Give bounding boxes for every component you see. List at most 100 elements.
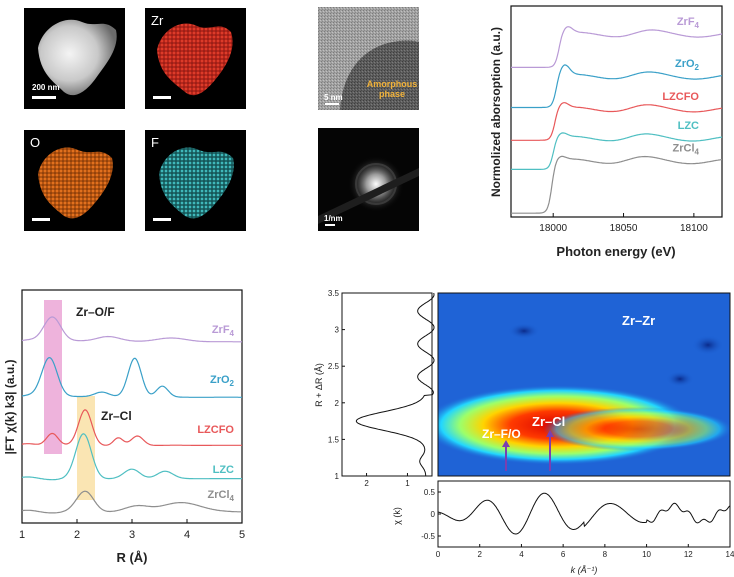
- wt-side-xtick-label-2: 2: [364, 479, 369, 488]
- zr-cl-highlight: [77, 396, 95, 500]
- zr-map: Zr: [145, 8, 246, 109]
- f-map: F: [145, 130, 246, 231]
- zr-map-label: Zr: [151, 13, 164, 28]
- wt-side-curve: [355, 292, 435, 477]
- wt-dark-spot-2: [692, 335, 724, 355]
- zr-cl-annotation: Zr–Cl: [101, 409, 132, 423]
- wt-ylabel: R + ΔR (Å): [314, 363, 324, 407]
- ft-xtick-label-1: 1: [19, 529, 25, 541]
- haadf-particle: [38, 19, 117, 96]
- f-map-particle: [159, 147, 234, 219]
- wt-xtick-label-6: 6: [561, 550, 566, 559]
- haadf-scale-text: 200 nm: [32, 83, 60, 92]
- amorphous-label-line2: phase: [378, 89, 405, 99]
- zr-cl-arrowhead: [546, 430, 554, 437]
- wt-xtick-label-2: 2: [477, 550, 482, 559]
- ft-xtick-label-4: 4: [184, 529, 190, 541]
- wt-chi-ytick-label-0: 0: [431, 510, 436, 519]
- zr-scale-bar: [153, 96, 171, 99]
- xanes-line-LZC: [511, 132, 723, 170]
- xanes-label-ZrCl4: ZrCl4: [673, 143, 700, 157]
- xanes-xtick-label-18000: 18000: [539, 223, 567, 234]
- xanes-frame: [510, 5, 723, 218]
- xanes-line-ZrO2: [511, 64, 723, 109]
- xanes-label-ZrO2: ZrO2: [675, 58, 700, 72]
- wt-ytick-label-1: 1: [335, 472, 340, 481]
- wt-ytick-label-2: 2: [335, 399, 340, 408]
- amorphous-label: Amorphous phase: [364, 79, 419, 99]
- wt-ytick-label-3: 3: [335, 326, 340, 335]
- xanes-xtick-label-18050: 18050: [610, 223, 638, 234]
- amorphous-label-line1: Amorphous: [366, 79, 418, 89]
- o-map: O: [24, 130, 125, 231]
- zr-map-particle: [157, 23, 233, 96]
- ft-line-ZrCl4: [21, 490, 242, 514]
- zr-o-f-highlight: [44, 300, 62, 454]
- zr-o-f-annotation: Zr–O/F: [76, 305, 115, 319]
- wt-hotspot-tail: [543, 407, 730, 451]
- wt-xtick-label-0: 0: [436, 550, 441, 559]
- f-scale-bar: [153, 218, 171, 221]
- wt-xtick-label-10: 10: [642, 550, 651, 559]
- ft-label-ZrCl4: ZrCl4: [208, 489, 235, 503]
- ftexafs-ylabel: |FT χ(k) k3| (a.u.): [3, 360, 17, 455]
- xanes-line-ZrCl4: [511, 155, 723, 214]
- wt-bottom-panel-frame: [437, 480, 731, 548]
- zr-f-o-annotation: Zr–F/O: [482, 427, 521, 441]
- wt-xtick-label-8: 8: [603, 550, 608, 559]
- xanes-label-LZCFO: LZCFO: [662, 91, 699, 103]
- hrtem-texture: [318, 7, 419, 110]
- wt-side-panel-frame: [341, 292, 433, 477]
- wt-dark-spot-1: [508, 323, 540, 339]
- xanes-label-ZrF4: ZrF4: [677, 16, 700, 30]
- wt-xtick-label-14: 14: [726, 550, 734, 559]
- o-scale-bar: [32, 218, 50, 221]
- zr-f-o-arrowhead: [502, 440, 510, 447]
- saed-pattern: [318, 156, 419, 224]
- ft-label-LZC: LZC: [213, 464, 234, 476]
- ft-line-ZrO2: [21, 356, 242, 398]
- xanes-line-LZCFO: [511, 102, 723, 141]
- xanes-label-LZC: LZC: [678, 120, 699, 132]
- hrtem-scale-text: 5 nm: [324, 93, 343, 102]
- xanes-chart: ZrF4 ZrO2 LZCFO LZC ZrCl4 18000 18050 18100 Ph…: [489, 5, 723, 259]
- wavelet-figure: 1 1.5 2 2.5 3 3.5 R + ΔR (Å) 2 1 Zr–Zr Zr–Cl Z…: [314, 289, 734, 575]
- wt-heatmap-frame: [437, 292, 731, 477]
- xanes-xtick-label-18100: 18100: [680, 223, 708, 234]
- ft-xtick-label-2: 2: [74, 529, 80, 541]
- xanes-ylabel: Normolized aborsoption (a.u.): [489, 27, 503, 197]
- hrtem-image: Amorphous phase 5 nm: [318, 7, 419, 110]
- wt-ytick-label-2.5: 2.5: [328, 362, 340, 371]
- ft-line-LZC: [21, 433, 242, 481]
- haadf-image: 200 nm: [24, 8, 125, 109]
- ft-line-ZrF4: [21, 316, 242, 343]
- ft-label-ZrF4: ZrF4: [212, 324, 235, 338]
- saed-scale-bar: [325, 224, 335, 226]
- ft-label-ZrO2: ZrO2: [210, 374, 235, 388]
- wt-chi-curve: [437, 492, 730, 535]
- wt-chi-label: χ (k): [392, 507, 402, 525]
- ft-xtick-label-3: 3: [129, 529, 135, 541]
- wt-xlabel: k (Å⁻¹): [571, 565, 598, 575]
- saed-image: 1/nm: [318, 128, 419, 231]
- hrtem-scale-bar: [325, 103, 339, 105]
- wt-chi-ytick-label-0.5: 0.5: [424, 488, 436, 497]
- wt-dark-spot-3: [666, 371, 694, 387]
- xanes-line-ZrF4: [511, 26, 723, 68]
- wt-ytick-label-3.5: 3.5: [328, 289, 340, 298]
- wt-xtick-label-12: 12: [684, 550, 693, 559]
- o-map-particle: [38, 147, 113, 219]
- o-map-label: O: [30, 135, 41, 150]
- ftexafs-xlabel: R (Å): [116, 550, 147, 565]
- wt-ytick-label-1.5: 1.5: [328, 435, 340, 444]
- ft-line-LZCFO: [21, 409, 242, 446]
- ftexafs-chart: ZrF4 ZrO2 LZCFO LZC ZrCl4 1 2 3 4 5 Zr–O/F Zr–Cl…: [3, 289, 245, 565]
- haadf-scale-bar: [32, 96, 56, 99]
- wt-xtick-label-4: 4: [519, 550, 524, 559]
- xanes-xlabel: Photon energy (eV): [556, 244, 675, 259]
- wt-side-xtick-label-1: 1: [405, 479, 410, 488]
- f-map-label: F: [151, 135, 159, 150]
- zr-zr-annotation: Zr–Zr: [622, 313, 655, 328]
- zr-cl-wt-annotation: Zr–Cl: [532, 414, 565, 429]
- ft-label-LZCFO: LZCFO: [197, 424, 234, 436]
